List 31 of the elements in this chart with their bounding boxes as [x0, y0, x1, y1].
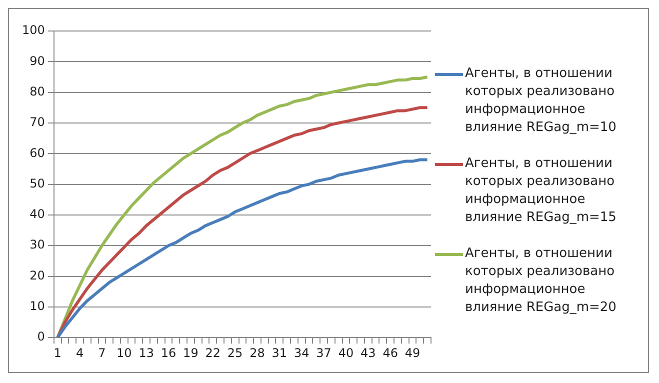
x-tick-label: 13	[138, 346, 154, 360]
x-tick-label: 34	[294, 346, 310, 360]
x-tick-label: 49	[404, 346, 420, 360]
x-tick-label: 19	[183, 346, 198, 360]
y-tick-label: 30	[30, 238, 45, 252]
legend-label: Агенты, в отношении которых реализовано информационное влияние REGag_m=10	[465, 64, 618, 136]
x-tick-label: 25	[227, 346, 243, 360]
x-tick-label: 7	[98, 346, 106, 360]
x-tick-label: 40	[338, 346, 354, 360]
y-tick-label: 40	[30, 207, 45, 222]
x-tick-label: 16	[160, 346, 176, 360]
x-tick-label: 37	[316, 346, 332, 360]
y-tick-label: 0	[37, 330, 45, 344]
x-tick-label: 1	[54, 346, 62, 360]
y-tick-label: 100	[22, 23, 45, 38]
x-tick-label: 10	[116, 346, 132, 360]
y-tick-label: 60	[30, 146, 45, 160]
y-tick-label: 90	[30, 54, 45, 68]
x-tick-label: 46	[382, 346, 398, 360]
x-tick-label: 28	[250, 346, 265, 360]
x-tick-label: 31	[272, 346, 288, 360]
x-tick-label: 43	[360, 346, 376, 360]
legend-label: Агенты, в отношении которых реализовано информационное влияние REGag_m=15	[465, 154, 618, 226]
x-tick-label: 4	[76, 346, 84, 360]
y-tick-label: 50	[30, 176, 45, 190]
x-tick-label: 22	[205, 346, 221, 360]
y-tick-label: 20	[30, 268, 45, 282]
y-tick-label: 70	[30, 115, 45, 130]
y-tick-label: 80	[30, 84, 45, 98]
y-tick-label: 10	[30, 299, 45, 314]
legend-label: Агенты, в отношении которых реализовано информационное влияние REGag_m=20	[465, 244, 618, 316]
